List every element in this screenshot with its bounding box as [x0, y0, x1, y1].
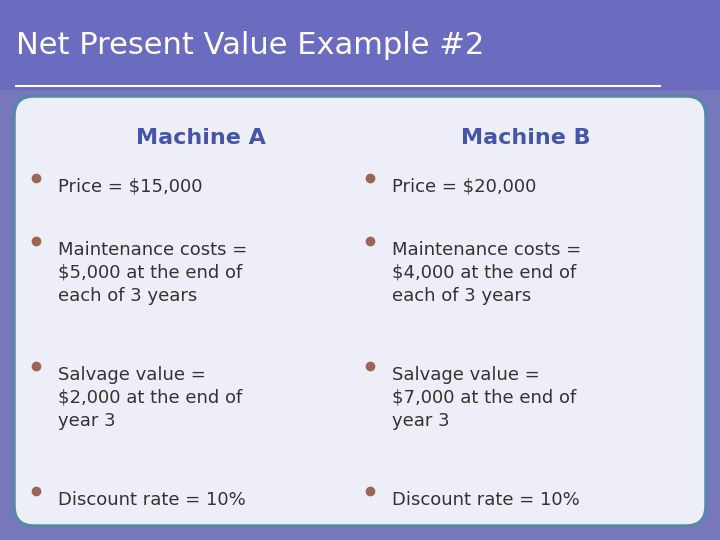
FancyBboxPatch shape [14, 96, 706, 526]
Text: Machine B: Machine B [462, 128, 591, 148]
Text: Discount rate = 10%: Discount rate = 10% [392, 491, 580, 509]
Text: Machine A: Machine A [136, 128, 266, 148]
Text: Salvage value =
$7,000 at the end of
year 3: Salvage value = $7,000 at the end of yea… [392, 366, 576, 430]
Text: Discount rate = 10%: Discount rate = 10% [58, 491, 246, 509]
Text: Price = $20,000: Price = $20,000 [392, 178, 536, 196]
Text: Price = $15,000: Price = $15,000 [58, 178, 202, 196]
Text: Net Present Value Example #2: Net Present Value Example #2 [16, 30, 485, 59]
Text: Maintenance costs =
$5,000 at the end of
each of 3 years: Maintenance costs = $5,000 at the end of… [58, 241, 247, 305]
Text: Maintenance costs =
$4,000 at the end of
each of 3 years: Maintenance costs = $4,000 at the end of… [392, 241, 581, 305]
Text: Salvage value =
$2,000 at the end of
year 3: Salvage value = $2,000 at the end of yea… [58, 366, 242, 430]
FancyBboxPatch shape [0, 0, 720, 90]
